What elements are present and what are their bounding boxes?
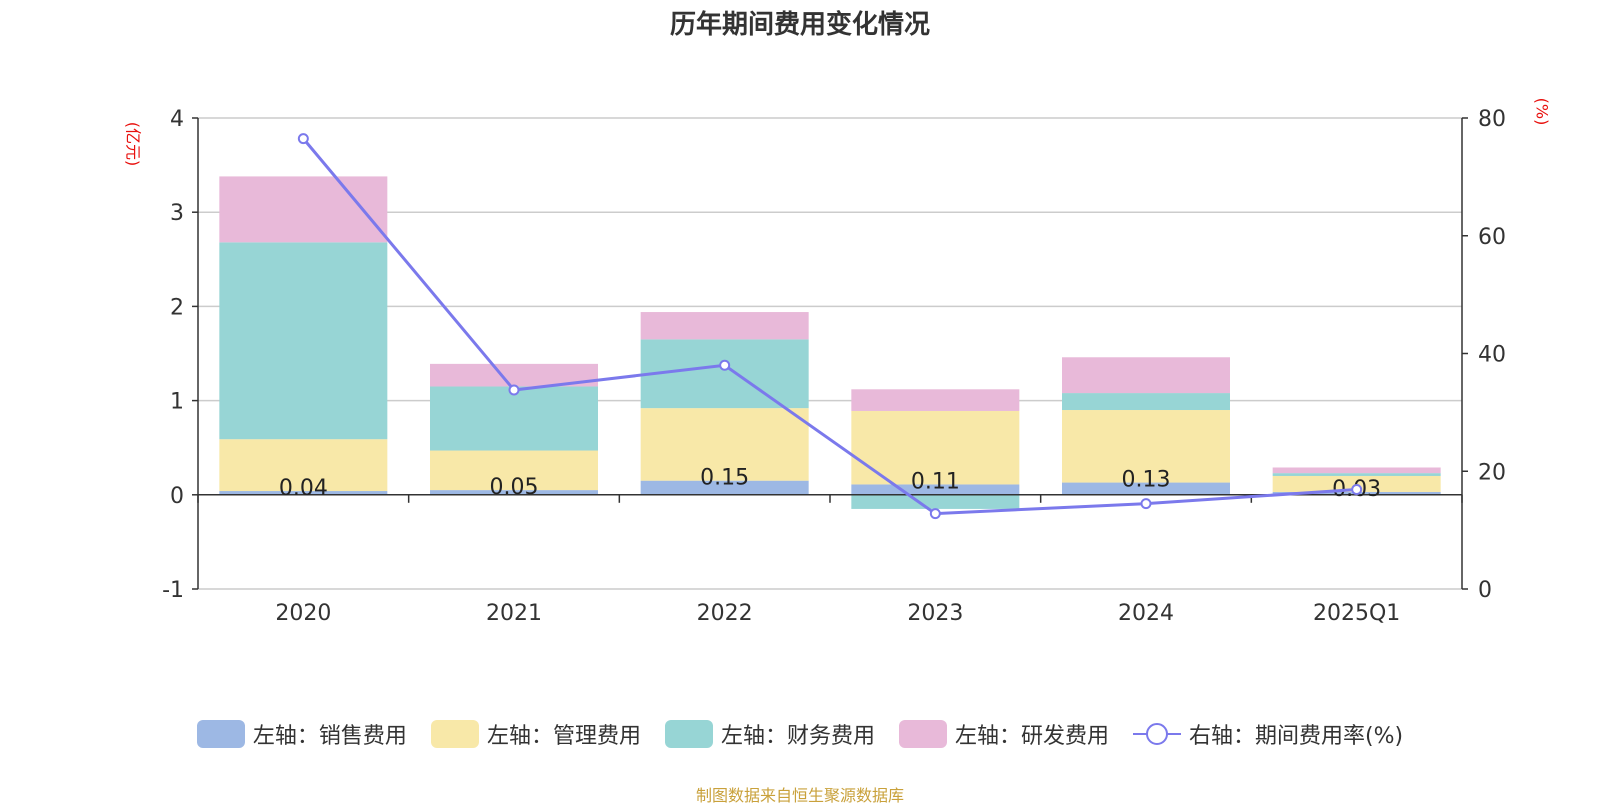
bar-sales bbox=[851, 484, 1020, 495]
legend-swatch-rate-icon bbox=[1132, 720, 1181, 748]
x-axis-tick-label: 2023 bbox=[907, 601, 963, 626]
x-axis-tick-label: 2022 bbox=[697, 601, 753, 626]
right-axis-tick-label: 0 bbox=[1478, 578, 1492, 603]
bar-admin bbox=[851, 410, 1020, 485]
legend-item-finance[interactable]: 左轴：财务费用 bbox=[664, 718, 875, 750]
legend-item-rd[interactable]: 左轴：研发费用 bbox=[898, 718, 1109, 750]
right-axis-tick-label: 40 bbox=[1478, 343, 1506, 368]
legend-swatch-sales bbox=[196, 720, 245, 748]
legend-label-admin: 左轴：管理费用 bbox=[486, 724, 641, 749]
legend-item-rate[interactable]: 右轴：期间费用率(%) bbox=[1132, 718, 1404, 750]
bar-data-label: 0.15 bbox=[700, 466, 749, 491]
bar-finance bbox=[640, 339, 809, 409]
right-axis-tick-label: 60 bbox=[1478, 225, 1506, 250]
bar-data-label: 0.11 bbox=[911, 469, 960, 494]
x-axis-tick-label: 2024 bbox=[1118, 601, 1174, 626]
bar-rd bbox=[1062, 357, 1230, 394]
left-axis-tick-label: 3 bbox=[170, 201, 184, 226]
legend-label-finance: 左轴：财务费用 bbox=[720, 724, 875, 749]
bar-rd bbox=[430, 363, 598, 387]
x-axis-tick-label: 2025Q1 bbox=[1313, 601, 1400, 626]
bar-admin bbox=[1062, 410, 1230, 483]
bar-finance bbox=[1062, 393, 1230, 411]
bar-data-label: 0.13 bbox=[1122, 468, 1171, 493]
legend-item-sales[interactable]: 左轴：销售费用 bbox=[196, 718, 407, 750]
rate-point bbox=[1140, 498, 1152, 510]
bar-sales bbox=[1062, 482, 1230, 495]
legend-item-admin[interactable]: 左轴：管理费用 bbox=[430, 718, 641, 750]
legend-label-rd: 左轴：研发费用 bbox=[954, 724, 1109, 749]
right-axis-tick-label: 20 bbox=[1478, 460, 1506, 485]
x-axis-tick-label: 2021 bbox=[486, 601, 542, 626]
left-axis-tick-label: -1 bbox=[162, 578, 184, 603]
bar-admin bbox=[430, 450, 598, 491]
rate-point bbox=[508, 384, 520, 396]
bar-sales bbox=[219, 491, 388, 495]
bar-data-label: 0.04 bbox=[279, 476, 328, 501]
bar-admin bbox=[1272, 475, 1441, 492]
bar-finance bbox=[1272, 473, 1441, 476]
legend: 左轴：销售费用 左轴：管理费用 左轴：财务费用 左轴：研发费用 右轴：期间费用率… bbox=[0, 718, 1600, 750]
right-axis-tick-label: 80 bbox=[1478, 107, 1506, 132]
legend-swatch-admin bbox=[430, 720, 479, 748]
rate-line bbox=[302, 137, 1357, 516]
chart-title: 历年期间费用变化情况 bbox=[669, 10, 930, 40]
x-axis-tick-label: 2020 bbox=[275, 601, 331, 626]
rate-point bbox=[719, 359, 731, 371]
legend-swatch-rd bbox=[898, 720, 947, 748]
bar-rd bbox=[1272, 467, 1441, 474]
bar-admin bbox=[640, 408, 809, 481]
left-axis-tick-label: 1 bbox=[170, 390, 184, 415]
bar-sales bbox=[430, 490, 598, 495]
bar-finance bbox=[430, 386, 598, 451]
bar-rd bbox=[219, 176, 388, 243]
bar-admin bbox=[219, 439, 388, 492]
legend-swatch-finance bbox=[664, 720, 713, 748]
left-axis-tick-label: 0 bbox=[170, 484, 184, 509]
bar-rd bbox=[851, 389, 1020, 411]
bar-data-label: 0.05 bbox=[490, 475, 539, 500]
bar-rd bbox=[640, 312, 809, 340]
legend-label-sales: 左轴：销售费用 bbox=[252, 724, 407, 749]
bar-sales bbox=[640, 480, 809, 495]
left-axis-tick-label: 4 bbox=[170, 107, 184, 132]
rate-point bbox=[1351, 484, 1363, 496]
bar-finance bbox=[219, 242, 388, 440]
rate-point bbox=[929, 508, 941, 520]
left-axis-tick-label: 2 bbox=[170, 295, 184, 320]
bar-finance bbox=[851, 494, 1020, 509]
source-footer: 制图数据来自恒生聚源数据库 bbox=[695, 786, 904, 805]
legend-label-rate: 右轴：期间费用率(%) bbox=[1188, 724, 1404, 749]
rate-point bbox=[297, 133, 309, 145]
